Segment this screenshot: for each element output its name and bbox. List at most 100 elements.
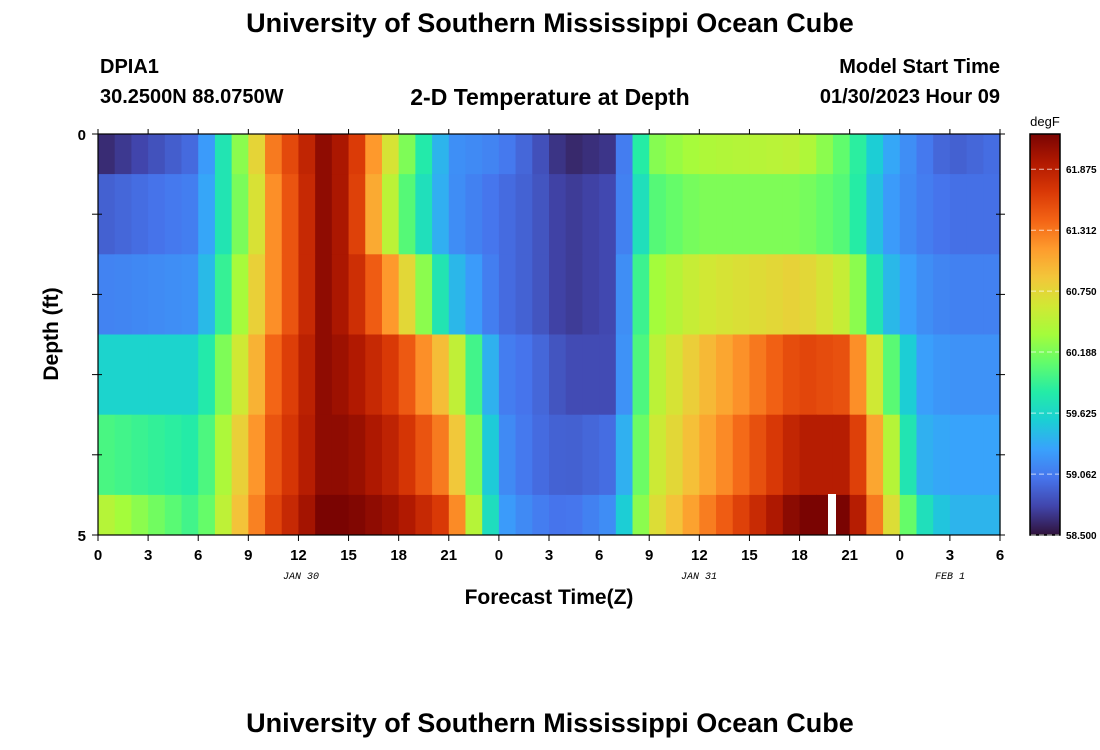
heat-cell: [949, 254, 968, 335]
heat-cell: [482, 134, 500, 175]
heat-cell: [716, 174, 734, 255]
heat-cell: [265, 174, 283, 255]
heat-cell: [933, 174, 951, 255]
heat-cell: [181, 254, 199, 335]
heat-cell: [398, 334, 416, 416]
heat-cell: [933, 334, 951, 416]
heat-cell: [515, 334, 533, 416]
heat-cell: [365, 134, 383, 175]
heat-cell: [298, 174, 316, 255]
heat-cell: [365, 254, 383, 335]
heat-cell: [532, 174, 550, 255]
heat-cell: [599, 254, 617, 335]
date-label-jan31: JAN 31: [681, 572, 717, 583]
heat-cell: [682, 494, 700, 536]
heat-cell: [465, 334, 483, 416]
heat-cell: [849, 254, 867, 335]
heat-cell: [148, 494, 166, 536]
heat-cell: [398, 494, 416, 536]
heat-cell: [515, 254, 533, 335]
heat-cell: [315, 494, 333, 536]
heat-cell: [565, 174, 583, 255]
heat-cell: [231, 254, 249, 335]
heat-cell: [415, 334, 433, 416]
heat-cell: [782, 174, 801, 255]
heat-cell: [214, 254, 233, 335]
heat-cell: [732, 494, 751, 536]
y-tick-label-5: 5: [78, 528, 86, 545]
heat-cell: [181, 494, 199, 536]
heat-cell: [381, 334, 400, 416]
heat-cell: [665, 494, 684, 536]
x-tick-label: 18: [390, 547, 407, 564]
heat-cell: [699, 174, 717, 255]
heat-cell: [231, 494, 249, 536]
heat-cell: [716, 414, 734, 496]
heat-cell: [331, 414, 350, 496]
colorbar-tick-label: 59.625: [1066, 409, 1097, 420]
heat-cell: [482, 254, 500, 335]
heat-cell: [482, 414, 500, 496]
heat-cell: [983, 134, 1001, 175]
heat-cell: [866, 134, 884, 175]
heat-cell: [682, 134, 700, 175]
heat-cell: [949, 494, 968, 536]
heat-cell: [198, 414, 216, 496]
heat-cell: [916, 494, 934, 536]
y-axis-label: Depth (ft): [40, 287, 63, 380]
heat-cell: [164, 134, 183, 175]
heat-cell: [766, 254, 784, 335]
heat-cell: [549, 494, 567, 536]
heat-cell: [164, 414, 183, 496]
heat-cell: [348, 414, 366, 496]
x-tick-label: 6: [194, 547, 202, 564]
heat-cell: [799, 494, 817, 536]
heat-cell: [699, 134, 717, 175]
heat-cell: [498, 414, 517, 496]
heat-cell: [465, 254, 483, 335]
heat-cell: [899, 494, 918, 536]
heat-cell: [331, 134, 350, 175]
heat-cell: [899, 174, 918, 255]
heat-cell: [515, 134, 533, 175]
colorbar-tick-label: 59.062: [1066, 470, 1097, 481]
colorbar-unit: degF: [1030, 114, 1060, 129]
heat-cell: [148, 414, 166, 496]
heat-cell: [164, 174, 183, 255]
heat-cell: [281, 334, 300, 416]
y-axis-ticks: [92, 133, 1005, 536]
heat-cell: [482, 174, 500, 255]
heat-cell: [699, 414, 717, 496]
heat-cell: [398, 254, 416, 335]
heat-cell: [432, 174, 450, 255]
heat-cell: [883, 414, 901, 496]
heat-cell: [766, 334, 784, 416]
heat-cell: [198, 494, 216, 536]
heat-cell: [532, 494, 550, 536]
heat-cell: [766, 174, 784, 255]
y-tick-label-0: 0: [78, 127, 86, 144]
heat-cell: [114, 134, 132, 175]
heat-cell: [582, 174, 600, 255]
x-tick-label: 6: [595, 547, 603, 564]
page-title: University of Southern Mississippi Ocean…: [246, 8, 854, 38]
heat-cell: [933, 134, 951, 175]
heat-cell: [432, 334, 450, 416]
heat-cell: [799, 254, 817, 335]
heat-cell: [214, 494, 233, 536]
heat-cell: [231, 174, 249, 255]
heat-cell: [214, 334, 233, 416]
heat-cell: [682, 174, 700, 255]
heat-cell: [465, 174, 483, 255]
heat-cell: [983, 414, 1001, 496]
heat-cell: [265, 134, 283, 175]
heat-cell: [365, 494, 383, 536]
heat-cell: [782, 254, 801, 335]
x-tick-label: 9: [645, 547, 653, 564]
heat-cell: [899, 254, 918, 335]
heat-cell: [231, 334, 249, 416]
x-axis-label: Forecast Time(Z): [465, 586, 634, 609]
colorbar-tick-label: 60.750: [1066, 287, 1097, 298]
heat-cell: [565, 494, 583, 536]
heat-cell: [281, 134, 300, 175]
